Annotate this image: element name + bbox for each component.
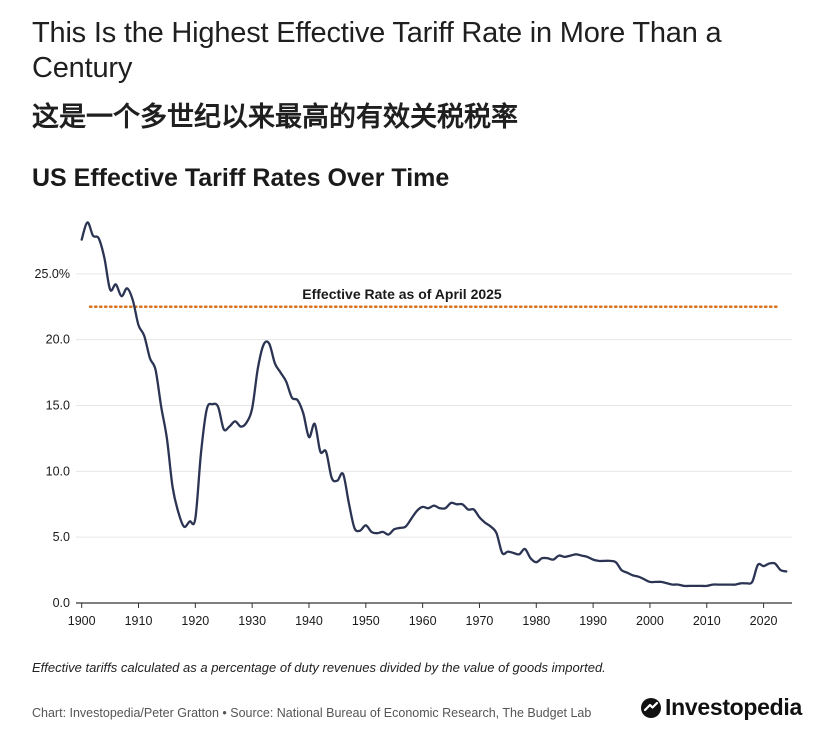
- y-tick-label: 0.0: [53, 596, 70, 610]
- series-line: [80, 221, 788, 588]
- tariff-line-chart: Effective Rate as of April 2025 0.0 5.0 10…: [35, 221, 792, 628]
- y-tick-label: 25.0%: [35, 267, 70, 281]
- investopedia-logo-text: Investopedia: [665, 694, 802, 720]
- page-title: This Is the Highest Effective Tariff Rat…: [32, 17, 722, 84]
- reference-layer: Effective Rate as of April 2025: [88, 286, 782, 308]
- y-tick-label: 15.0: [46, 399, 70, 413]
- x-tick-label: 1940: [295, 614, 323, 628]
- x-tick-label: 1960: [409, 614, 437, 628]
- x-tick-label: 1930: [238, 614, 266, 628]
- investopedia-logo[interactable]: Investopedia: [640, 694, 802, 721]
- reference-line-label: Effective Rate as of April 2025: [302, 286, 502, 302]
- x-tick-label: 1920: [181, 614, 209, 628]
- grid-layer: [76, 273, 792, 538]
- x-tick-label: 2000: [636, 614, 664, 628]
- x-tick-label: 1990: [579, 614, 607, 628]
- x-tick-label: 1910: [125, 614, 153, 628]
- axis-layer: 0.0 5.0 10.0 15.0 20.0 25.0% 1900 1910 1920 1930 1…: [35, 267, 792, 628]
- page-title-chinese: 这是一个多世纪以来最高的有效关税税率: [32, 102, 518, 133]
- series-layer: [80, 221, 788, 588]
- investopedia-logo-icon: [641, 697, 661, 718]
- x-tick-label: 1950: [352, 614, 380, 628]
- x-tick-label: 1980: [522, 614, 550, 628]
- x-tick-label: 2020: [750, 614, 778, 628]
- x-tick-label: 1900: [68, 614, 96, 628]
- x-tick-label: 1970: [466, 614, 494, 628]
- chart-source: Chart: Investopedia/Peter Gratton • Sour…: [32, 706, 592, 720]
- x-tick-label: 2010: [693, 614, 721, 628]
- y-tick-label: 20.0: [46, 333, 70, 347]
- y-tick-label: 10.0: [46, 464, 70, 478]
- chart-title: US Effective Tariff Rates Over Time: [32, 164, 450, 192]
- y-tick-label: 5.0: [53, 530, 70, 544]
- chart-footnote: Effective tariffs calculated as a percen…: [32, 660, 606, 675]
